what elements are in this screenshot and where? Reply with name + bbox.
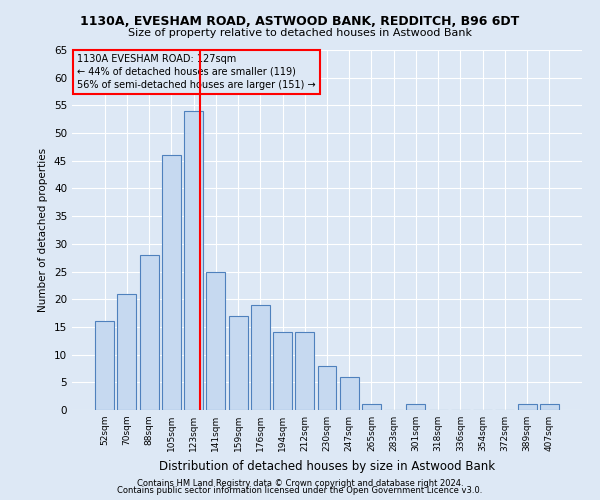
Text: Contains public sector information licensed under the Open Government Licence v3: Contains public sector information licen… bbox=[118, 486, 482, 495]
Bar bbox=[518, 404, 536, 410]
Bar bbox=[317, 366, 337, 410]
Bar bbox=[273, 332, 292, 410]
Bar bbox=[95, 322, 114, 410]
Text: 1130A, EVESHAM ROAD, ASTWOOD BANK, REDDITCH, B96 6DT: 1130A, EVESHAM ROAD, ASTWOOD BANK, REDDI… bbox=[80, 15, 520, 28]
Text: Contains HM Land Registry data © Crown copyright and database right 2024.: Contains HM Land Registry data © Crown c… bbox=[137, 478, 463, 488]
Bar bbox=[540, 404, 559, 410]
Bar bbox=[295, 332, 314, 410]
Bar bbox=[206, 272, 225, 410]
Bar bbox=[362, 404, 381, 410]
Bar bbox=[162, 155, 181, 410]
Y-axis label: Number of detached properties: Number of detached properties bbox=[38, 148, 49, 312]
X-axis label: Distribution of detached houses by size in Astwood Bank: Distribution of detached houses by size … bbox=[159, 460, 495, 472]
Bar bbox=[140, 255, 158, 410]
Bar bbox=[251, 305, 270, 410]
Bar bbox=[184, 111, 203, 410]
Bar bbox=[118, 294, 136, 410]
Text: Size of property relative to detached houses in Astwood Bank: Size of property relative to detached ho… bbox=[128, 28, 472, 38]
Bar bbox=[406, 404, 425, 410]
Bar bbox=[340, 377, 359, 410]
Bar bbox=[229, 316, 248, 410]
Text: 1130A EVESHAM ROAD: 127sqm
← 44% of detached houses are smaller (119)
56% of sem: 1130A EVESHAM ROAD: 127sqm ← 44% of deta… bbox=[77, 54, 316, 90]
